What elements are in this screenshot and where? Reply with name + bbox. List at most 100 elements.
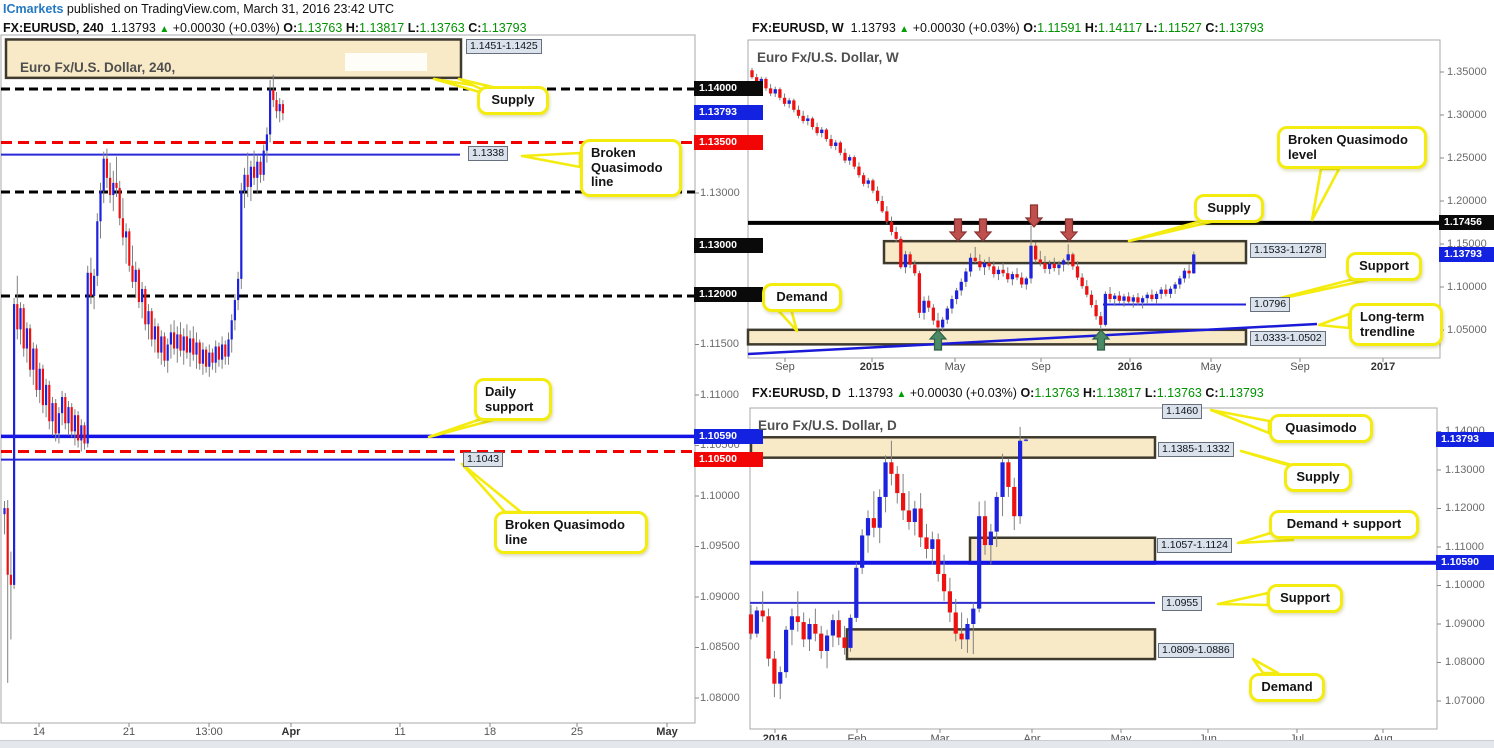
green-up-arrow-icon bbox=[928, 329, 948, 351]
callout-broken-quasimodo-line-upper: Broken Quasimodo line bbox=[580, 139, 682, 197]
w-level-label-1.0796: 1.0796 bbox=[1250, 297, 1291, 312]
close-label: C: bbox=[1205, 386, 1219, 400]
h4-level-label-1.1451-1.1425: 1.1451-1.1425 bbox=[466, 39, 542, 54]
h4-ytick-1.11000: 1.11000 bbox=[700, 388, 739, 401]
symbol-weekly: FX:EURUSD, W bbox=[752, 21, 844, 35]
h4-level-label-1.1043: 1.1043 bbox=[463, 452, 504, 467]
last-price: 1.13793 bbox=[847, 386, 894, 400]
low-label: L: bbox=[407, 21, 420, 35]
h4-price-badge-1.10500: 1.10500 bbox=[694, 452, 763, 467]
d-level-label-1.0809-1.0886: 1.0809-1.0886 bbox=[1158, 643, 1234, 658]
header-weekly: FX:EURUSD, W 1.13793 ▲ +0.00030 (+0.03%)… bbox=[752, 21, 1264, 35]
callout-supply-weekly: Supply bbox=[1194, 194, 1264, 223]
w-xtick-2015: 2015 bbox=[859, 361, 885, 373]
open-label: O: bbox=[1020, 386, 1035, 400]
h4-xtick-Apr: Apr bbox=[281, 726, 301, 738]
w-ytick-1.30000: 1.30000 bbox=[1447, 108, 1487, 121]
h4-price-badge-1.13793: 1.13793 bbox=[694, 105, 763, 121]
close-label: C: bbox=[468, 21, 482, 35]
d-ytick-1.09000: 1.09000 bbox=[1445, 617, 1485, 630]
h4-xtick-14: 14 bbox=[32, 726, 46, 738]
w-price-badge-1.17456: 1.17456 bbox=[1439, 215, 1494, 231]
low-value: 1.11527 bbox=[1157, 21, 1202, 35]
w-price-badge-1.13793: 1.13793 bbox=[1439, 246, 1494, 262]
callout-quasimodo-daily: Quasimodo bbox=[1269, 414, 1373, 443]
up-triangle-icon: ▲ bbox=[159, 24, 170, 35]
d-ytick-1.11000: 1.11000 bbox=[1445, 540, 1484, 553]
callout-demand-daily: Demand bbox=[1249, 673, 1325, 702]
w-xtick-Sep: Sep bbox=[775, 361, 795, 373]
h4-price-badge-1.14000: 1.14000 bbox=[694, 81, 763, 97]
callout-long-term-trendline: Long-term trendline bbox=[1349, 303, 1443, 347]
h4-ytick-1.10500: 1.10500 bbox=[700, 439, 740, 451]
close-value: 1.13793 bbox=[481, 21, 527, 35]
w-xtick-Sep: Sep bbox=[1031, 361, 1051, 373]
h4-chart-area bbox=[0, 34, 696, 724]
high-value: 1.13817 bbox=[1096, 386, 1142, 400]
header-daily: FX:EURUSD, D 1.13793 ▲ +0.00030 (+0.03%)… bbox=[752, 386, 1264, 400]
low-value: 1.13763 bbox=[419, 21, 465, 35]
h4-xtick-21: 21 bbox=[122, 726, 136, 738]
chart-title-240: Euro Fx/U.S. Dollar, 240, bbox=[20, 60, 176, 75]
d-level-label-1.1057-1.1124: 1.1057-1.1124 bbox=[1157, 538, 1232, 553]
up-triangle-icon: ▲ bbox=[899, 24, 910, 35]
h4-price-badge-1.10590: 1.10590 bbox=[694, 428, 763, 444]
change: +0.00030 (+0.03%) bbox=[909, 386, 1017, 400]
high-label: H: bbox=[345, 21, 360, 35]
h4-ytick-1.10000: 1.10000 bbox=[700, 489, 740, 502]
d-price-badge-1.13793: 1.13793 bbox=[1436, 431, 1494, 447]
d-level-label-1.1460: 1.1460 bbox=[1162, 404, 1203, 419]
attribution-text: published on TradingView.com, March 31, … bbox=[63, 2, 394, 16]
d-level-label-1.0955: 1.0955 bbox=[1162, 596, 1203, 611]
symbol-240: FX:EURUSD, 240 bbox=[3, 21, 104, 35]
w-ytick-1.35000: 1.35000 bbox=[1447, 65, 1487, 78]
w-xtick-May: May bbox=[944, 361, 966, 373]
open-value: 1.13763 bbox=[1034, 386, 1080, 400]
w-ytick-1.25000: 1.25000 bbox=[1447, 151, 1487, 164]
w-level-label-1.1533-1.1278: 1.1533-1.1278 bbox=[1250, 243, 1326, 258]
d-ytick-1.07000: 1.07000 bbox=[1445, 694, 1485, 707]
h4-ytick-1.08500: 1.08500 bbox=[700, 641, 740, 653]
green-up-arrow-icon bbox=[1091, 329, 1111, 351]
callout-daily-support: Daily support bbox=[474, 378, 552, 422]
d-ytick-1.10000: 1.10000 bbox=[1445, 579, 1485, 591]
callout-support-daily: Support bbox=[1267, 584, 1343, 613]
h4-price-badge-1.13000: 1.13000 bbox=[694, 238, 763, 253]
callout-broken-quasimodo-level: Broken Quasimodo level bbox=[1277, 126, 1427, 170]
h4-ytick-1.11500: 1.11500 bbox=[700, 338, 739, 350]
high-value: 1.14117 bbox=[1098, 21, 1143, 35]
change: +0.00030 (+0.03%) bbox=[912, 21, 1020, 35]
callout-demand-weekly: Demand bbox=[762, 283, 842, 312]
d-level-label-1.1385-1.1332: 1.1385-1.1332 bbox=[1158, 442, 1234, 457]
d-zone-1.1057-1.1124 bbox=[968, 536, 1157, 565]
h4-price-badge-1.13500: 1.13500 bbox=[694, 135, 763, 150]
h4-xtick-13:00: 13:00 bbox=[195, 726, 223, 738]
w-xtick-Sep: Sep bbox=[1290, 361, 1310, 373]
h4-zone-1.1451-1.1425 bbox=[4, 38, 463, 80]
h4-ytick-1.09000: 1.09000 bbox=[700, 590, 740, 603]
close-value: 1.13793 bbox=[1218, 386, 1264, 400]
chart-title-weekly: Euro Fx/U.S. Dollar, W bbox=[757, 50, 899, 65]
close-label: C: bbox=[1205, 21, 1219, 35]
author-link[interactable]: ICmarkets bbox=[3, 2, 64, 16]
w-ytick-1.20000: 1.20000 bbox=[1447, 194, 1487, 207]
d-zone-1.0809-1.0886 bbox=[845, 628, 1157, 661]
high-value: 1.13817 bbox=[359, 21, 405, 35]
redaction-patch bbox=[345, 53, 427, 71]
d-candles bbox=[748, 426, 1029, 700]
chart-title-daily: Euro Fx/U.S. Dollar, D bbox=[758, 418, 897, 433]
d-ytick-1.12000: 1.12000 bbox=[1445, 502, 1485, 514]
h4-candles bbox=[3, 74, 284, 683]
w-xtick-May: May bbox=[1200, 361, 1222, 373]
h4-price-badge-1.12000: 1.12000 bbox=[694, 286, 763, 302]
attribution: ICmarkets published on TradingView.com, … bbox=[3, 2, 394, 16]
callout-broken-quasimodo-line-lower: Broken Quasimodo line bbox=[494, 511, 648, 555]
w-ytick-1.05000: 1.05000 bbox=[1447, 323, 1487, 336]
high-label: H: bbox=[1083, 386, 1097, 400]
callout-support-weekly: Support bbox=[1346, 252, 1422, 281]
open-label: O: bbox=[283, 21, 298, 35]
h4-xtick-11: 11 bbox=[394, 726, 406, 738]
w-xtick-2017: 2017 bbox=[1370, 361, 1396, 373]
